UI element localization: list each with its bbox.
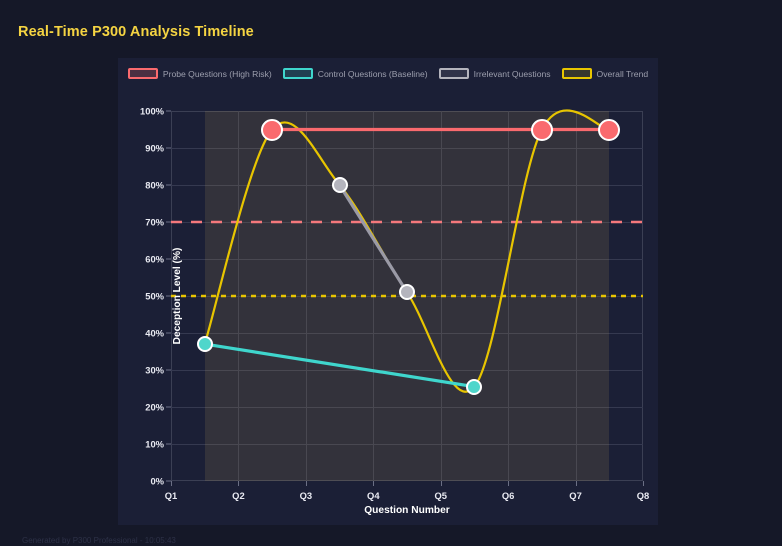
gridline-horizontal (171, 370, 643, 371)
data-point-marker[interactable] (598, 118, 621, 141)
x-axis-label: Question Number (364, 505, 450, 516)
footer-text: Generated by P300 Professional - 10:05:4… (22, 536, 176, 545)
x-tick-label: Q3 (299, 490, 313, 501)
y-tick-mark (166, 184, 171, 186)
data-point-marker[interactable] (261, 118, 284, 141)
data-point-marker[interactable] (331, 177, 348, 193)
chart-legend: Probe Questions (High Risk) Control Quest… (118, 68, 658, 79)
x-tick-mark (373, 481, 375, 486)
legend-swatch-icon (127, 68, 158, 79)
y-tick-mark (166, 332, 171, 334)
page-title: Real-Time P300 Analysis Timeline (18, 24, 254, 40)
y-tick-mark (166, 443, 171, 445)
y-tick-label: 20% (145, 401, 164, 413)
y-tick-mark (166, 295, 171, 297)
gridline-vertical (305, 111, 307, 481)
y-tick-label: 30% (145, 364, 164, 376)
x-tick-label: Q8 (636, 490, 650, 501)
x-tick-label: Q1 (164, 490, 178, 501)
y-tick-mark (166, 221, 171, 223)
x-tick-mark (575, 481, 577, 486)
legend-item[interactable]: Overall Trend (561, 68, 649, 79)
gridline-horizontal (171, 259, 643, 260)
y-tick-label: 70% (145, 216, 164, 228)
x-tick-label: Q5 (434, 490, 447, 501)
y-tick-mark (166, 406, 171, 408)
x-tick-label: Q6 (501, 490, 515, 501)
x-tick-mark (440, 481, 442, 486)
y-tick-label: 60% (145, 253, 164, 265)
series-line (337, 183, 409, 294)
legend-item[interactable]: Irrelevant Questions (438, 68, 551, 79)
y-tick-label: 0% (150, 475, 164, 487)
y-tick-label: 100% (140, 105, 164, 117)
gridline-horizontal (171, 444, 643, 445)
gridline-vertical (575, 111, 577, 481)
y-tick-mark (166, 110, 171, 112)
data-point-marker[interactable] (466, 378, 483, 395)
x-tick-label: Q4 (367, 490, 380, 501)
series-line (203, 109, 611, 393)
gridline-horizontal (171, 407, 643, 408)
y-tick-mark (166, 480, 171, 482)
gridline-horizontal (171, 333, 643, 334)
legend-item[interactable]: Control Questions (Baseline) (282, 68, 428, 79)
x-tick-mark (238, 481, 240, 486)
y-tick-label: 10% (145, 438, 164, 450)
legend-label: Probe Questions (High Risk) (162, 68, 272, 79)
legend-swatch-icon (438, 68, 469, 79)
data-point-marker[interactable] (196, 336, 213, 353)
x-tick-label: Q2 (232, 490, 245, 501)
legend-label: Control Questions (Baseline) (317, 68, 428, 79)
data-point-marker[interactable] (399, 284, 415, 301)
y-tick-label: 40% (145, 327, 164, 339)
gridline-vertical (238, 111, 240, 481)
y-tick-mark (166, 258, 171, 260)
plot-area: 0% 10% 20% 30% 40% 50% 60% 70% 80% 90% 100% Q1 Q2 Q3… (140, 106, 649, 517)
x-tick-mark (305, 481, 307, 486)
y-tick-label: 80% (145, 179, 164, 191)
gridline-vertical (508, 111, 510, 481)
gridline-horizontal (171, 185, 643, 186)
series-line (203, 342, 477, 389)
legend-swatch-icon (282, 68, 313, 79)
chart-panel: Probe Questions (High Risk) Control Quest… (118, 58, 658, 525)
legend-swatch-icon (561, 68, 592, 79)
y-tick-label: 50% (145, 290, 164, 302)
gridline-horizontal (171, 148, 643, 149)
legend-item[interactable]: Probe Questions (High Risk) (127, 68, 272, 79)
legend-label: Overall Trend (596, 68, 649, 79)
data-point-marker[interactable] (530, 118, 553, 141)
y-axis-label: Deception Level (%) (171, 247, 183, 345)
y-tick-mark (166, 369, 171, 371)
x-tick-label: Q7 (569, 490, 582, 501)
x-tick-mark (643, 481, 644, 486)
x-tick-mark (508, 481, 510, 486)
y-tick-mark (166, 147, 171, 149)
legend-label: Irrelevant Questions (473, 68, 551, 79)
x-tick-mark (171, 481, 172, 486)
gridline-horizontal (171, 222, 643, 223)
y-tick-label: 90% (145, 142, 164, 154)
